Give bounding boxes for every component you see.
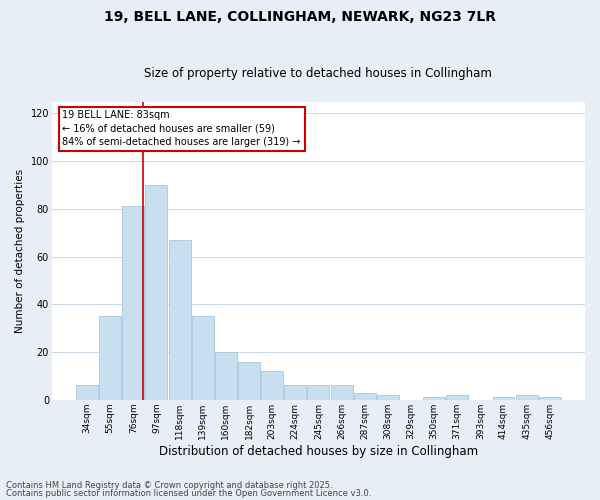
Bar: [307, 386, 329, 400]
Bar: [169, 240, 191, 400]
Bar: [122, 206, 145, 400]
Bar: [539, 398, 561, 400]
Bar: [215, 352, 237, 400]
Bar: [423, 398, 445, 400]
Bar: [261, 371, 283, 400]
Text: 19 BELL LANE: 83sqm
← 16% of detached houses are smaller (59)
84% of semi-detach: 19 BELL LANE: 83sqm ← 16% of detached ho…: [62, 110, 301, 147]
Bar: [238, 362, 260, 400]
Bar: [284, 386, 306, 400]
Y-axis label: Number of detached properties: Number of detached properties: [15, 168, 25, 332]
Text: 19, BELL LANE, COLLINGHAM, NEWARK, NG23 7LR: 19, BELL LANE, COLLINGHAM, NEWARK, NG23 …: [104, 10, 496, 24]
Bar: [446, 395, 468, 400]
Bar: [377, 395, 399, 400]
Title: Size of property relative to detached houses in Collingham: Size of property relative to detached ho…: [145, 66, 493, 80]
Bar: [331, 386, 353, 400]
Bar: [353, 392, 376, 400]
Bar: [76, 386, 98, 400]
Bar: [192, 316, 214, 400]
X-axis label: Distribution of detached houses by size in Collingham: Distribution of detached houses by size …: [159, 444, 478, 458]
Bar: [99, 316, 121, 400]
Text: Contains public sector information licensed under the Open Government Licence v3: Contains public sector information licen…: [6, 488, 371, 498]
Bar: [145, 185, 167, 400]
Text: Contains HM Land Registry data © Crown copyright and database right 2025.: Contains HM Land Registry data © Crown c…: [6, 481, 332, 490]
Bar: [493, 398, 514, 400]
Bar: [515, 395, 538, 400]
